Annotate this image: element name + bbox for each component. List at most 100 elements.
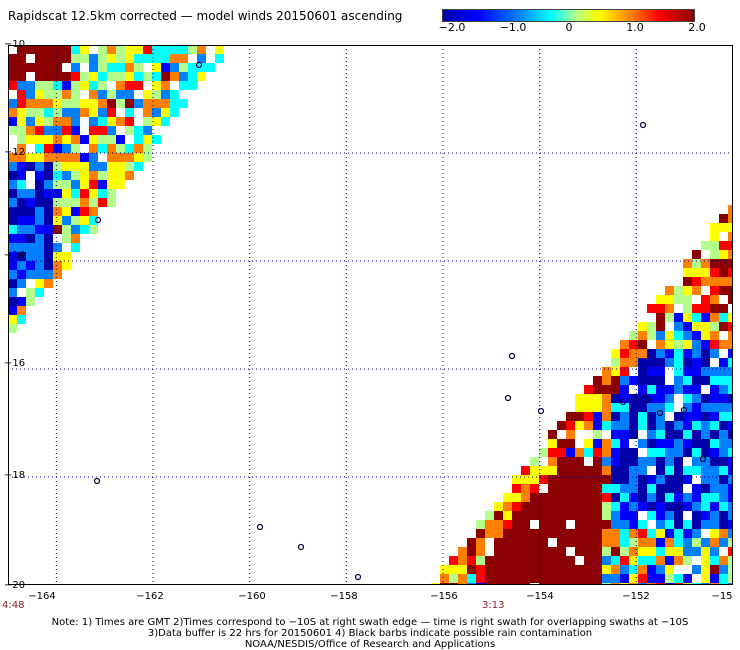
lon-label: −156 [430,591,458,602]
wind-cell [719,304,728,313]
wind-cell [701,304,710,313]
wind-cell [674,376,683,385]
wind-cell [674,547,683,556]
wind-cell [602,511,611,520]
wind-cell [503,502,512,511]
wind-cell [53,54,62,63]
wind-cell [683,412,692,421]
wind-cell [638,439,647,448]
wind-cell [62,126,71,135]
wind-cell [35,234,44,243]
wind-cell [638,520,647,529]
wind-cell [125,162,134,171]
wind-cell [584,556,593,565]
wind-cell [692,250,701,259]
wind-cell [620,502,629,511]
wind-cell [692,331,701,340]
wind-cell [179,99,188,108]
wind-cell [548,475,557,484]
wind-cell [53,198,62,207]
wind-cell [26,216,35,225]
wind-cell [719,259,728,268]
wind-cell [98,180,107,189]
wind-cell [584,520,593,529]
wind-cell [575,502,584,511]
colorbar-tick-label: 0 [565,21,573,34]
wind-cell [62,189,71,198]
wind-cell [719,502,728,511]
wind-cell [170,45,179,54]
wind-cell [71,234,80,243]
wind-cell [8,63,17,72]
wind-cell [665,520,674,529]
wind-cell [566,439,575,448]
wind-cell [539,448,548,457]
wind-cell [593,493,602,502]
map-plot-area[interactable] [8,45,733,585]
wind-cell [107,153,116,162]
wind-cell [548,529,557,538]
wind-cell [584,466,593,475]
wind-cell [26,225,35,234]
wind-cell [638,322,647,331]
wind-cell [476,565,485,574]
wind-cell [575,403,584,412]
wind-cell [593,556,602,565]
wind-cell [728,268,733,277]
wind-cell [530,574,539,583]
wind-cell [35,117,44,126]
wind-cell [548,493,557,502]
wind-cell [548,511,557,520]
wind-cell [215,54,224,63]
wind-cell [53,90,62,99]
wind-cell [512,574,521,583]
wind-cell [602,367,611,376]
wind-cell [8,288,17,297]
wind-cell [89,225,98,234]
wind-cell [719,403,728,412]
wind-cell [566,502,575,511]
wind-cell [710,529,719,538]
wind-cell [710,421,719,430]
lon-label: −158 [330,591,358,602]
wind-cell [683,520,692,529]
wind-cell [710,403,719,412]
wind-cell [35,207,44,216]
wind-cell [476,556,485,565]
wind-cell [539,547,548,556]
lat-label: −10 [4,39,26,50]
wind-cell [107,63,116,72]
wind-cell [665,511,674,520]
wind-cell [710,367,719,376]
wind-cell [53,189,62,198]
wind-cell [692,430,701,439]
wind-cell [692,259,701,268]
lon-label: −154 [526,591,554,602]
wind-cell [728,547,733,556]
wind-cell [611,448,620,457]
wind-cell [557,574,566,583]
wind-cell [620,376,629,385]
wind-cell [188,81,197,90]
wind-cell [647,547,656,556]
island-outline [619,398,627,406]
wind-cell [674,313,683,322]
wind-cell [656,448,665,457]
wind-cell [638,403,647,412]
wind-cell [620,511,629,520]
wind-cell [530,475,539,484]
wind-cell [665,358,674,367]
wind-cell [719,340,728,349]
wind-cell [179,45,188,54]
lat-label: −12 [4,147,26,158]
wind-cell [71,90,80,99]
wind-cell [530,511,539,520]
wind-cell [17,306,26,315]
wind-cell [89,63,98,72]
wind-cell [62,144,71,153]
wind-cell [665,484,674,493]
wind-cell [170,108,179,117]
lon-label: −164 [28,591,56,602]
wind-cell [629,358,638,367]
wind-cell [143,90,152,99]
